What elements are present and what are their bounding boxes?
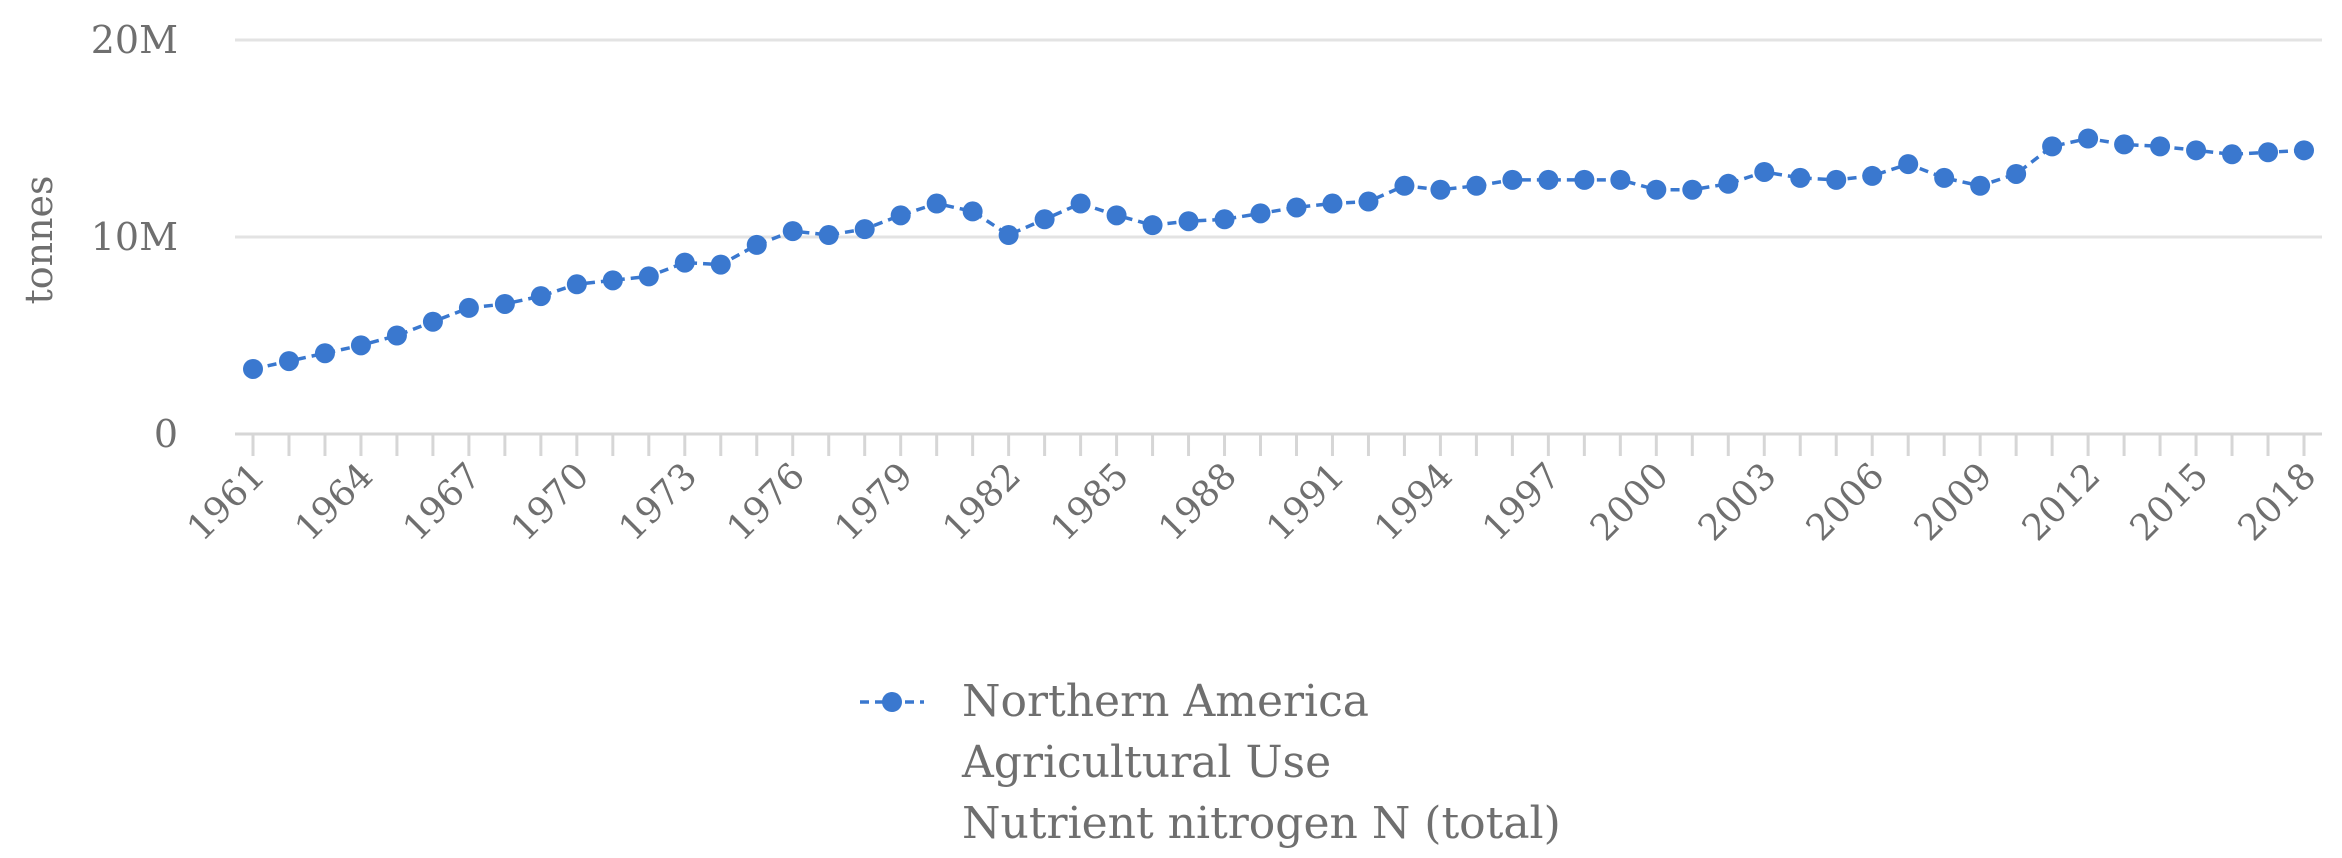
legend[interactable]: Northern America Agricultural Use Nutrient… [860, 676, 1561, 849]
x-tick-label: 1994 [1367, 455, 1461, 549]
x-tick-label: 1976 [719, 455, 813, 549]
data-point[interactable] [566, 274, 587, 295]
data-point[interactable] [1790, 167, 1811, 188]
data-point[interactable] [2222, 144, 2243, 165]
data-point[interactable] [890, 205, 911, 226]
data-point[interactable] [422, 311, 443, 332]
data-point[interactable] [818, 225, 839, 246]
data-point[interactable] [998, 225, 1019, 246]
data-point[interactable] [2114, 134, 2135, 155]
data-point[interactable] [2006, 163, 2027, 184]
data-point[interactable] [1610, 169, 1631, 190]
data-point[interactable] [1574, 169, 1595, 190]
x-tick-label: 2006 [1799, 455, 1893, 549]
x-tick-label: 1985 [1043, 455, 1137, 549]
data-point[interactable] [1106, 205, 1127, 226]
data-point[interactable] [1466, 175, 1487, 196]
data-point[interactable] [746, 234, 767, 255]
y-axis-title: tonnes [17, 175, 61, 304]
data-point[interactable] [1754, 161, 1775, 182]
data-point[interactable] [1250, 203, 1271, 224]
x-tick-label: 1967 [395, 455, 489, 549]
x-tick-label: 1997 [1475, 455, 1569, 549]
legend-label-line: Nutrient nitrogen N (total) [962, 798, 1561, 849]
y-tick-label: 10M [91, 215, 178, 259]
grid-layer [235, 38, 2322, 239]
x-tick-label: 2018 [2231, 455, 2325, 549]
data-point[interactable] [243, 358, 263, 379]
data-point[interactable] [1034, 209, 1055, 230]
y-tick-label: 0 [154, 412, 178, 456]
data-point[interactable] [1286, 197, 1307, 218]
data-point[interactable] [350, 335, 371, 356]
data-point[interactable] [1322, 193, 1343, 214]
data-point[interactable] [1826, 169, 1847, 190]
x-tick-label: 2015 [2123, 455, 2217, 549]
data-point[interactable] [2150, 136, 2171, 157]
data-point[interactable] [1898, 154, 1919, 175]
x-tick-label: 2000 [1583, 455, 1677, 549]
data-point[interactable] [854, 219, 875, 240]
data-point[interactable] [1718, 173, 1739, 194]
data-point[interactable] [530, 286, 551, 307]
data-point[interactable] [1934, 167, 1955, 188]
x-tick-label: 1970 [503, 455, 597, 549]
data-point[interactable] [782, 221, 803, 242]
x-tick-label: 1988 [1151, 455, 1245, 549]
x-tick-label: 2012 [2015, 455, 2109, 549]
data-point[interactable] [2042, 136, 2063, 157]
data-point[interactable] [1682, 179, 1703, 200]
data-point[interactable] [710, 254, 731, 275]
data-point[interactable] [1142, 215, 1163, 236]
data-point[interactable] [1214, 209, 1235, 230]
data-point[interactable] [458, 297, 479, 318]
data-point[interactable] [2078, 128, 2099, 149]
data-point[interactable] [1538, 169, 1559, 190]
series-layer [243, 128, 2314, 379]
data-point[interactable] [926, 193, 947, 214]
data-point[interactable] [386, 325, 407, 346]
data-point[interactable] [1970, 175, 1991, 196]
x-tick-label: 1991 [1259, 455, 1353, 549]
data-point[interactable] [1178, 211, 1199, 232]
data-point[interactable] [1394, 175, 1415, 196]
data-point[interactable] [2258, 142, 2279, 163]
x-tick-label: 1973 [611, 455, 705, 549]
y-tick-label: 20M [91, 18, 178, 62]
x-tick-label: 1979 [827, 455, 921, 549]
data-point[interactable] [674, 252, 695, 273]
data-point[interactable] [1502, 169, 1523, 190]
data-point[interactable] [494, 293, 515, 314]
x-tick-label: 1982 [935, 455, 1029, 549]
x-tick-label: 1961 [180, 455, 274, 549]
legend-label-line: Agricultural Use [961, 737, 1331, 788]
data-point[interactable] [962, 201, 983, 222]
data-point[interactable] [1646, 179, 1667, 200]
data-point[interactable] [314, 343, 335, 364]
data-point[interactable] [602, 270, 623, 291]
data-point[interactable] [1358, 191, 1379, 212]
data-point[interactable] [2294, 140, 2314, 161]
x-tick-label: 2003 [1691, 455, 1785, 549]
data-point[interactable] [2186, 140, 2207, 161]
legend-swatch-marker [882, 692, 902, 712]
data-point[interactable] [1430, 179, 1451, 200]
x-tick-label: 1964 [288, 455, 382, 549]
data-point[interactable] [278, 351, 299, 372]
x-tick-label: 2009 [1907, 455, 2001, 549]
data-point[interactable] [638, 266, 659, 287]
series-line [252, 136, 2305, 371]
data-point[interactable] [1862, 165, 1883, 186]
legend-label-line: Northern America [962, 676, 1369, 727]
data-point[interactable] [1070, 193, 1091, 214]
